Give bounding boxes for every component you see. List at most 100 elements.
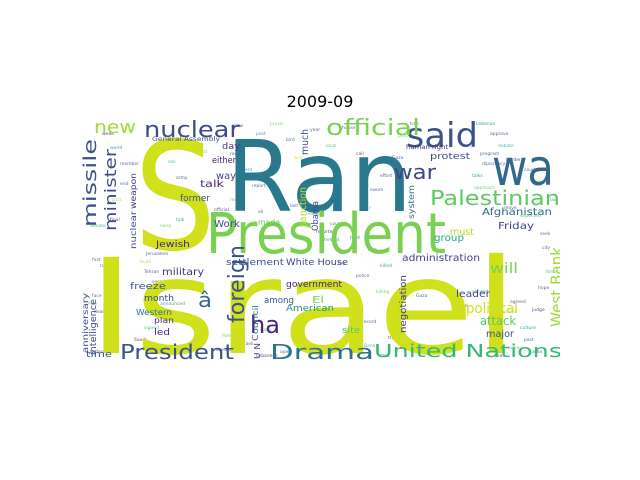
word: month xyxy=(144,294,174,304)
word: President xyxy=(120,340,234,363)
word: protest xyxy=(430,152,471,162)
svg-text:Gaza: Gaza xyxy=(392,155,404,161)
word: Palestinian xyxy=(430,186,560,210)
word: El xyxy=(312,295,324,306)
svg-text:world: world xyxy=(110,145,123,151)
svg-text:recent: recent xyxy=(238,167,253,173)
word: wa xyxy=(492,139,554,197)
svg-text:release: release xyxy=(306,211,323,217)
svg-text:talk: talk xyxy=(176,217,185,223)
svg-text:Gaza: Gaza xyxy=(416,293,428,299)
svg-text:effort: effort xyxy=(380,173,392,179)
svg-text:approach: approach xyxy=(474,185,495,191)
word: new xyxy=(94,117,136,138)
svg-text:last: last xyxy=(290,203,298,209)
svg-text:debate: debate xyxy=(498,143,514,149)
word: American xyxy=(286,304,334,314)
svg-text:program: program xyxy=(480,151,499,157)
svg-text:move: move xyxy=(504,206,517,211)
svg-text:sworn: sworn xyxy=(370,187,384,193)
svg-text:ann: ann xyxy=(294,156,303,161)
svg-text:bird: bird xyxy=(286,137,295,143)
svg-text:announced: announced xyxy=(160,301,185,307)
svg-text:expected: expected xyxy=(520,213,541,219)
svg-text:report: report xyxy=(252,183,266,189)
word: sanction xyxy=(298,187,309,227)
word-cloud: grow post prove bird ann year local house ca… xyxy=(80,117,560,363)
svg-text:call: call xyxy=(356,151,364,157)
svg-text:second: second xyxy=(472,289,488,295)
word: United Nations xyxy=(374,341,560,362)
svg-text:hope: hope xyxy=(538,285,549,291)
svg-text:bodies: bodies xyxy=(400,345,415,351)
word: said xyxy=(406,117,478,156)
word: time xyxy=(86,350,113,360)
svg-text:year: year xyxy=(310,127,320,133)
word: plan xyxy=(154,316,174,325)
word: Jewish xyxy=(155,240,190,250)
svg-text:state: state xyxy=(360,205,372,211)
word: weapon xyxy=(129,173,138,209)
svg-text:helped: helped xyxy=(324,237,339,243)
svg-text:area: area xyxy=(532,349,542,355)
word: settlement xyxy=(226,258,285,268)
word: Drama xyxy=(270,340,374,363)
svg-text:deadline: deadline xyxy=(94,309,114,315)
svg-text:took: took xyxy=(100,263,110,269)
svg-text:sum: sum xyxy=(196,214,206,219)
word: foreign xyxy=(225,245,250,323)
word: across xyxy=(559,149,560,179)
svg-text:start: start xyxy=(336,281,347,287)
cloud-words: Israel Ran S President wa said official … xyxy=(80,117,560,363)
word: intelligence xyxy=(89,299,99,355)
svg-text:official: official xyxy=(214,207,229,213)
word: day xyxy=(222,142,241,152)
svg-text:Iraq: Iraq xyxy=(368,247,377,253)
word: nuclear xyxy=(129,210,138,249)
svg-text:court: court xyxy=(524,167,536,173)
svg-text:Israeli: Israeli xyxy=(240,341,254,347)
svg-text:visit: visit xyxy=(198,149,208,155)
svg-text:Senate: Senate xyxy=(90,223,106,229)
word: system xyxy=(407,185,416,219)
svg-text:visit: visit xyxy=(342,327,352,333)
svg-text:secret: secret xyxy=(152,279,166,285)
svg-text:culture: culture xyxy=(520,325,536,331)
svg-text:policy: policy xyxy=(398,133,412,139)
word: minister xyxy=(101,148,120,231)
word: talk xyxy=(200,179,224,190)
word: made xyxy=(258,218,280,227)
svg-text:Egyptian: Egyptian xyxy=(496,309,516,315)
svg-text:early: early xyxy=(160,223,172,229)
word: General Assembly xyxy=(152,136,221,143)
svg-text:killed: killed xyxy=(380,263,392,269)
svg-text:police: police xyxy=(356,273,370,279)
word: U N xyxy=(253,343,262,359)
word: West Bank xyxy=(547,246,560,327)
svg-text:approve: approve xyxy=(490,131,509,137)
svg-text:border: border xyxy=(506,157,521,163)
word: official xyxy=(326,117,420,141)
svg-text:shot: shot xyxy=(380,353,390,359)
svg-text:oil: oil xyxy=(258,209,263,215)
svg-text:law: law xyxy=(550,197,558,203)
word: Israel xyxy=(88,231,518,363)
svg-text:house: house xyxy=(342,125,356,131)
filler-words: grow post prove bird ann year local house ca… xyxy=(88,121,558,359)
word: human right xyxy=(406,144,449,151)
svg-text:make: make xyxy=(160,313,173,319)
svg-text:grow: grow xyxy=(232,123,243,129)
word: much xyxy=(300,129,311,155)
svg-text:seek: seek xyxy=(540,231,551,237)
word: led xyxy=(154,328,170,338)
svg-text:Jerusalem: Jerusalem xyxy=(145,251,168,257)
svg-text:round: round xyxy=(230,151,243,157)
word: freeze xyxy=(130,282,167,292)
svg-text:part: part xyxy=(112,197,121,203)
word: Friday xyxy=(498,221,534,232)
word: Ran xyxy=(226,121,412,235)
word: S xyxy=(134,117,216,285)
svg-text:Palestine: Palestine xyxy=(222,333,242,339)
svg-text:Hamas: Hamas xyxy=(506,345,522,351)
